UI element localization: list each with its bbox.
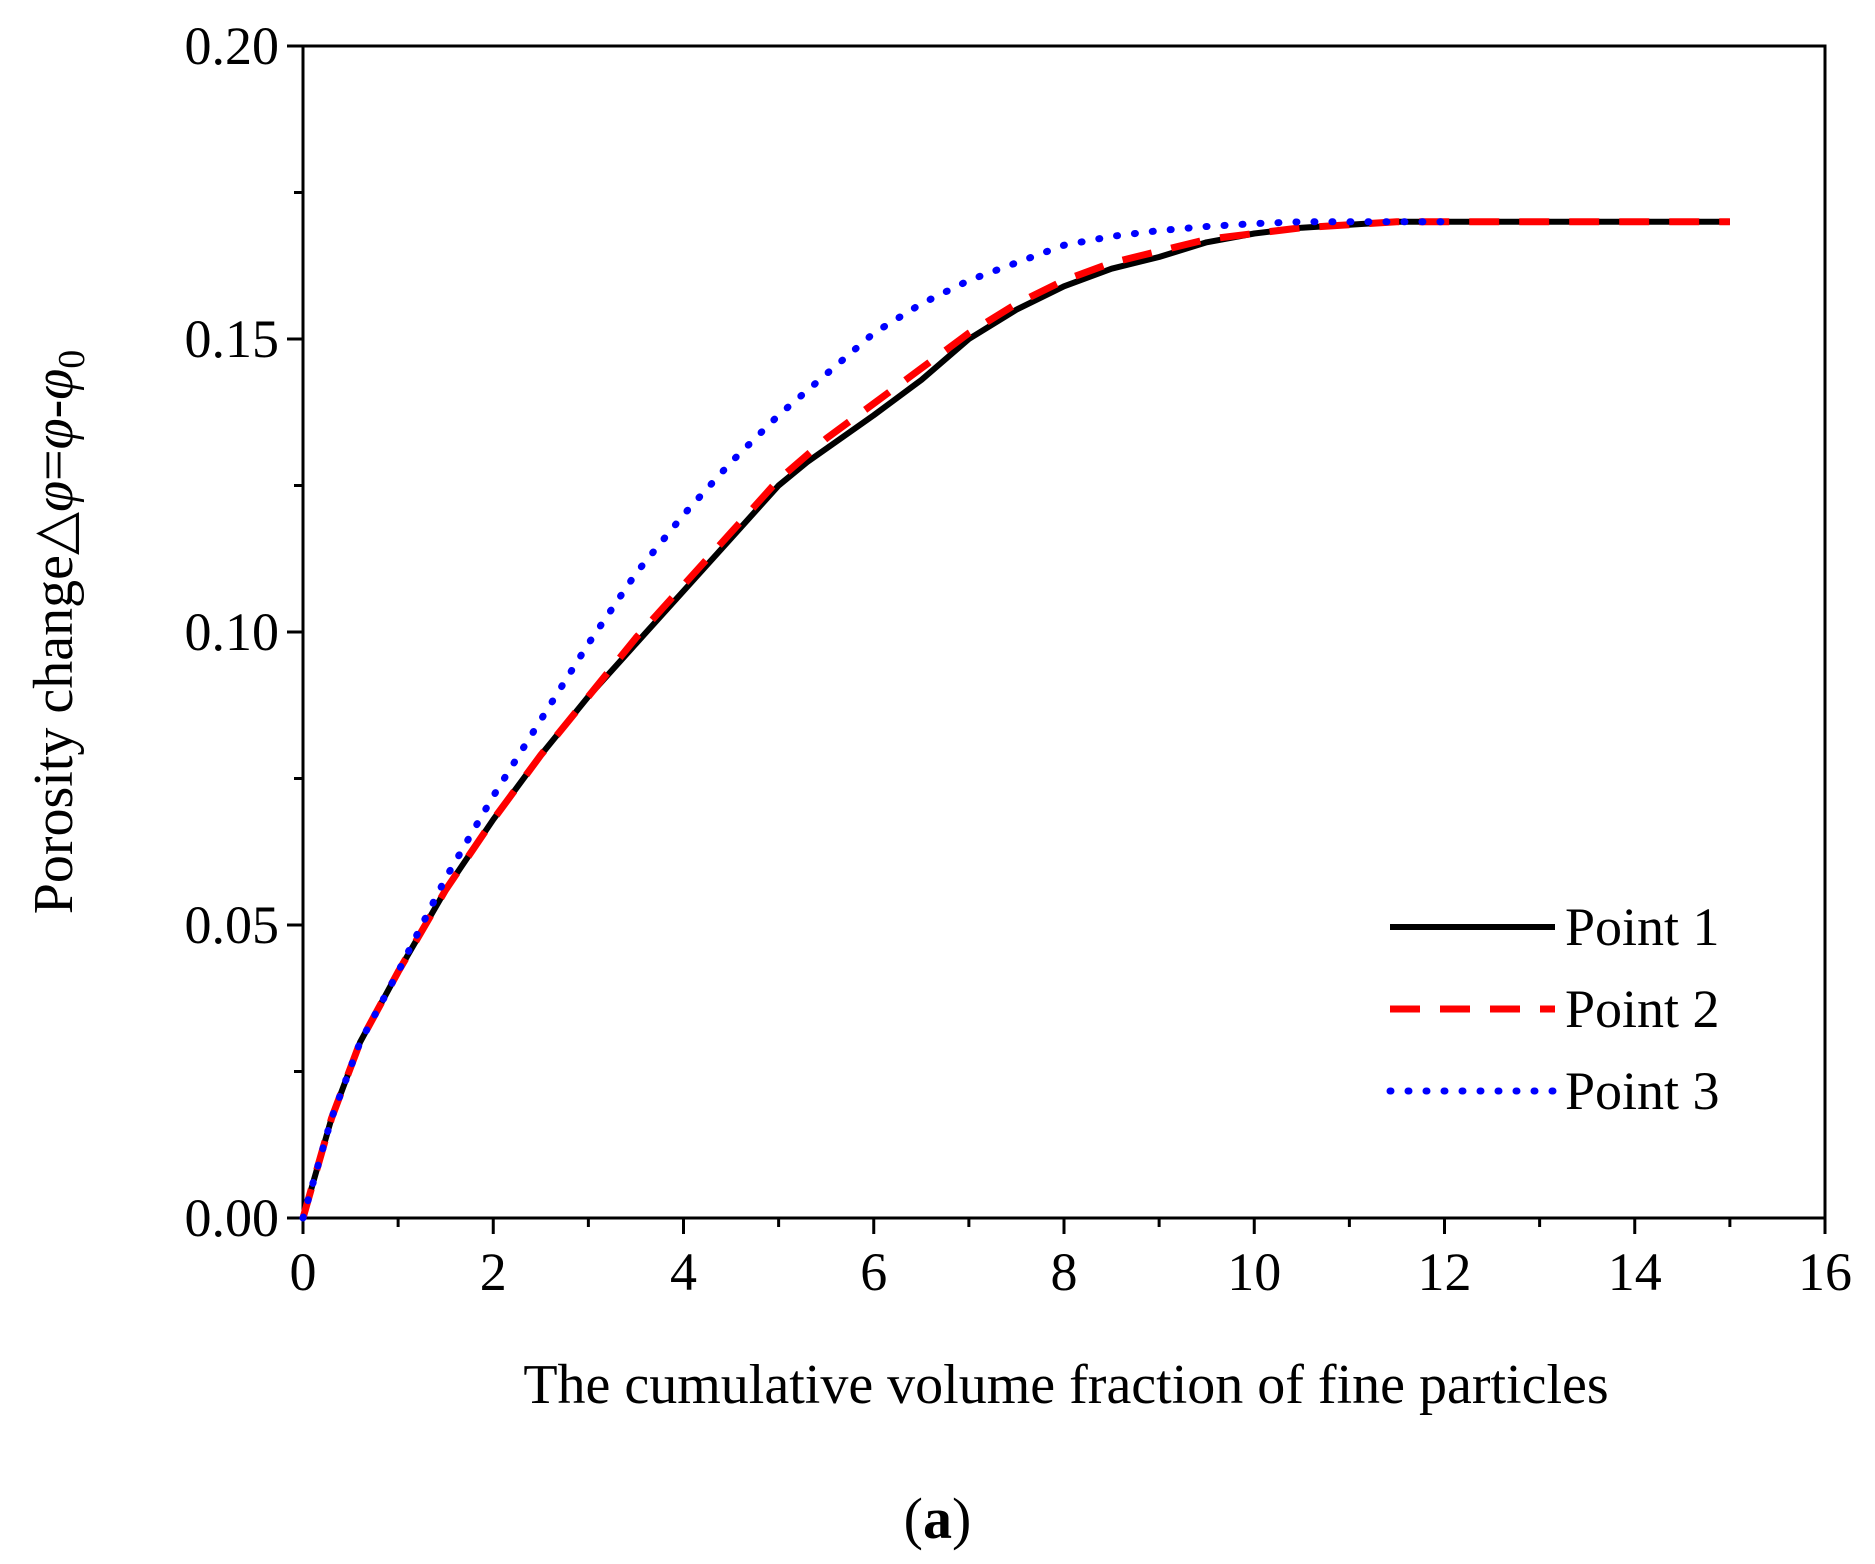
x-tick-label: 0	[290, 1242, 317, 1302]
x-tick-label: 8	[1051, 1242, 1078, 1302]
y-axis-title-minus: -	[23, 400, 85, 419]
x-tick-label: 4	[670, 1242, 697, 1302]
series-layer	[299, 218, 1730, 1222]
y-tick-label: 0.05	[185, 895, 280, 955]
legend-label-point-1: Point 1	[1565, 897, 1720, 957]
tick-labels: 0 2 4 6 8 10 12 14 16 0.00 0.05 0.10 0.15 0.20	[185, 16, 1853, 1302]
legend-label-point-3: Point 3	[1565, 1061, 1720, 1121]
y-axis-title-delta: △	[23, 512, 85, 555]
series-line-point-3	[299, 218, 1448, 1222]
figure-caption: (a)	[0, 1485, 1875, 1552]
x-tick-label: 16	[1798, 1242, 1852, 1302]
x-tick-label: 10	[1227, 1242, 1281, 1302]
caption-close: )	[952, 1486, 972, 1551]
x-axis-title: The cumulative volume fraction of fine p…	[523, 1354, 1608, 1416]
caption-letter: a	[923, 1486, 952, 1551]
x-tick-label: 12	[1418, 1242, 1472, 1302]
legend: Point 1 Point 2 Point 3	[1386, 897, 1720, 1121]
y-tick-label: 0.10	[185, 602, 280, 662]
y-axis-title-eq: =	[23, 449, 85, 481]
y-tick-label: 0.20	[185, 16, 280, 76]
y-axis-title-phi-2: φ	[23, 418, 85, 449]
y-tick-label: 0.15	[185, 309, 280, 369]
series-line-point-2	[299, 218, 1730, 1219]
caption-open: (	[903, 1486, 923, 1551]
legend-label-point-2: Point 2	[1565, 979, 1720, 1039]
y-tick-label: 0.00	[185, 1188, 280, 1248]
y-axis-title-phi-1: φ	[23, 481, 85, 512]
y-axis-title-phi-3: φ	[23, 369, 85, 400]
x-tick-label: 14	[1608, 1242, 1662, 1302]
y-axis-title-prefix: Porosity change	[23, 555, 85, 914]
ticks	[287, 44, 1827, 1234]
y-axis-title-sub: 0	[51, 350, 93, 369]
y-axis-title: Porosity change△φ=φ-φ0	[23, 350, 93, 915]
series-line-point-1	[300, 218, 1730, 1219]
x-tick-label: 6	[860, 1242, 887, 1302]
x-tick-label: 2	[480, 1242, 507, 1302]
